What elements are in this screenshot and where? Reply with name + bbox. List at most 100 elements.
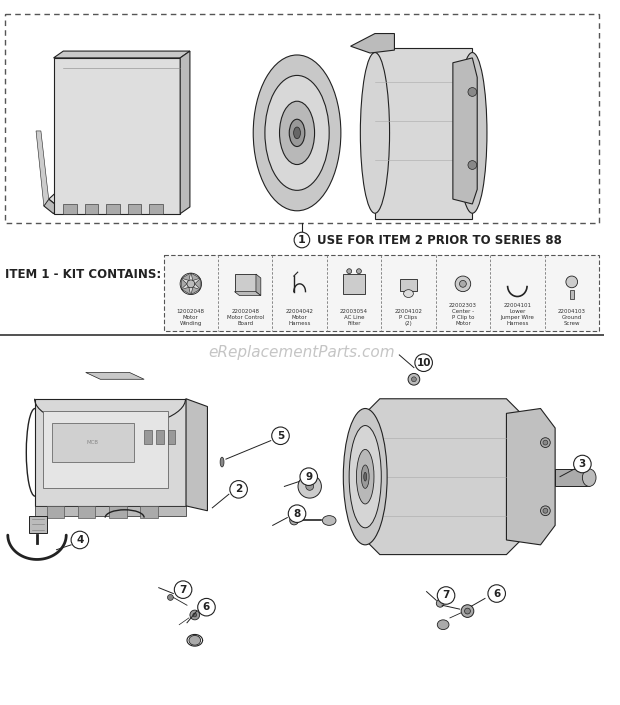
- Ellipse shape: [306, 482, 314, 490]
- Ellipse shape: [187, 280, 195, 288]
- Ellipse shape: [280, 102, 314, 164]
- Ellipse shape: [404, 290, 414, 298]
- Polygon shape: [350, 34, 394, 53]
- Polygon shape: [36, 131, 49, 206]
- Bar: [140, 506, 157, 517]
- Text: 10: 10: [417, 357, 431, 368]
- Ellipse shape: [349, 426, 381, 528]
- Ellipse shape: [412, 377, 417, 381]
- Ellipse shape: [356, 449, 374, 504]
- Text: 22002303
Center -
P Clip to
Motor: 22002303 Center - P Clip to Motor: [449, 303, 477, 326]
- Bar: [156, 430, 164, 443]
- FancyBboxPatch shape: [43, 412, 169, 489]
- Bar: [144, 430, 152, 443]
- Ellipse shape: [468, 161, 477, 169]
- Text: 22004102
P Clips
(2): 22004102 P Clips (2): [394, 309, 422, 326]
- Circle shape: [574, 455, 591, 473]
- Circle shape: [272, 427, 290, 445]
- Ellipse shape: [343, 408, 387, 545]
- Text: 7: 7: [179, 584, 187, 594]
- Ellipse shape: [290, 119, 305, 147]
- Text: 6: 6: [493, 589, 500, 599]
- Bar: [149, 204, 162, 214]
- Circle shape: [488, 584, 505, 602]
- Polygon shape: [182, 287, 190, 295]
- Ellipse shape: [360, 53, 389, 213]
- Ellipse shape: [189, 635, 201, 645]
- Text: 22004103
Ground
Screw: 22004103 Ground Screw: [558, 309, 586, 326]
- Polygon shape: [365, 399, 521, 555]
- Text: 5: 5: [277, 431, 284, 441]
- Bar: [343, 274, 365, 293]
- Circle shape: [230, 481, 247, 498]
- Ellipse shape: [437, 620, 449, 630]
- Circle shape: [174, 581, 192, 599]
- Text: eReplacementParts.com: eReplacementParts.com: [208, 345, 395, 360]
- Circle shape: [288, 505, 306, 522]
- Ellipse shape: [220, 458, 224, 467]
- Ellipse shape: [464, 608, 471, 614]
- Bar: [400, 279, 417, 290]
- Text: 2: 2: [235, 484, 242, 494]
- Bar: [234, 274, 256, 292]
- Circle shape: [294, 232, 310, 247]
- Bar: [51, 423, 135, 462]
- Polygon shape: [507, 408, 555, 545]
- Polygon shape: [453, 58, 477, 204]
- Ellipse shape: [461, 605, 474, 618]
- Ellipse shape: [356, 269, 361, 274]
- Text: 1: 1: [298, 235, 306, 245]
- Ellipse shape: [436, 599, 444, 607]
- Ellipse shape: [298, 474, 321, 498]
- Bar: [46, 506, 64, 517]
- Polygon shape: [234, 292, 261, 295]
- Ellipse shape: [265, 75, 329, 190]
- Polygon shape: [182, 273, 190, 281]
- Bar: [106, 204, 120, 214]
- Bar: [555, 469, 589, 486]
- Bar: [375, 48, 472, 219]
- Ellipse shape: [458, 53, 487, 213]
- Polygon shape: [86, 372, 144, 379]
- Ellipse shape: [294, 127, 301, 139]
- Ellipse shape: [290, 516, 298, 525]
- FancyBboxPatch shape: [5, 14, 599, 223]
- Polygon shape: [53, 51, 190, 58]
- Ellipse shape: [253, 55, 341, 211]
- Ellipse shape: [543, 508, 548, 513]
- Bar: [570, 290, 574, 300]
- Text: 9: 9: [305, 472, 312, 482]
- Polygon shape: [256, 274, 261, 295]
- Bar: [167, 430, 175, 443]
- Text: ITEM 1 - KIT CONTAINS:: ITEM 1 - KIT CONTAINS:: [5, 268, 161, 281]
- Ellipse shape: [408, 374, 420, 385]
- Ellipse shape: [347, 269, 352, 274]
- Polygon shape: [191, 273, 200, 281]
- Ellipse shape: [566, 276, 578, 288]
- Polygon shape: [49, 102, 166, 207]
- Polygon shape: [182, 278, 187, 289]
- Ellipse shape: [541, 438, 551, 448]
- Ellipse shape: [167, 594, 174, 601]
- Text: USE FOR ITEM 2 PRIOR TO SERIES 88: USE FOR ITEM 2 PRIOR TO SERIES 88: [317, 233, 561, 247]
- Ellipse shape: [459, 281, 466, 287]
- Bar: [78, 506, 95, 517]
- Ellipse shape: [541, 506, 551, 515]
- Polygon shape: [186, 399, 208, 510]
- Polygon shape: [53, 58, 180, 214]
- Ellipse shape: [364, 472, 366, 481]
- Text: 3: 3: [579, 459, 586, 469]
- Ellipse shape: [193, 613, 197, 617]
- Text: 12002048
Motor
Winding: 12002048 Motor Winding: [177, 309, 205, 326]
- Polygon shape: [191, 287, 200, 295]
- Ellipse shape: [468, 87, 477, 97]
- Ellipse shape: [322, 515, 336, 525]
- Bar: [85, 204, 99, 214]
- Ellipse shape: [361, 465, 369, 489]
- Polygon shape: [195, 278, 200, 289]
- Text: 22003054
AC Line
Filter: 22003054 AC Line Filter: [340, 309, 368, 326]
- Text: 22002048
Motor Control
Board: 22002048 Motor Control Board: [227, 309, 264, 326]
- Circle shape: [415, 354, 432, 372]
- Bar: [128, 204, 141, 214]
- Text: 4: 4: [76, 535, 84, 545]
